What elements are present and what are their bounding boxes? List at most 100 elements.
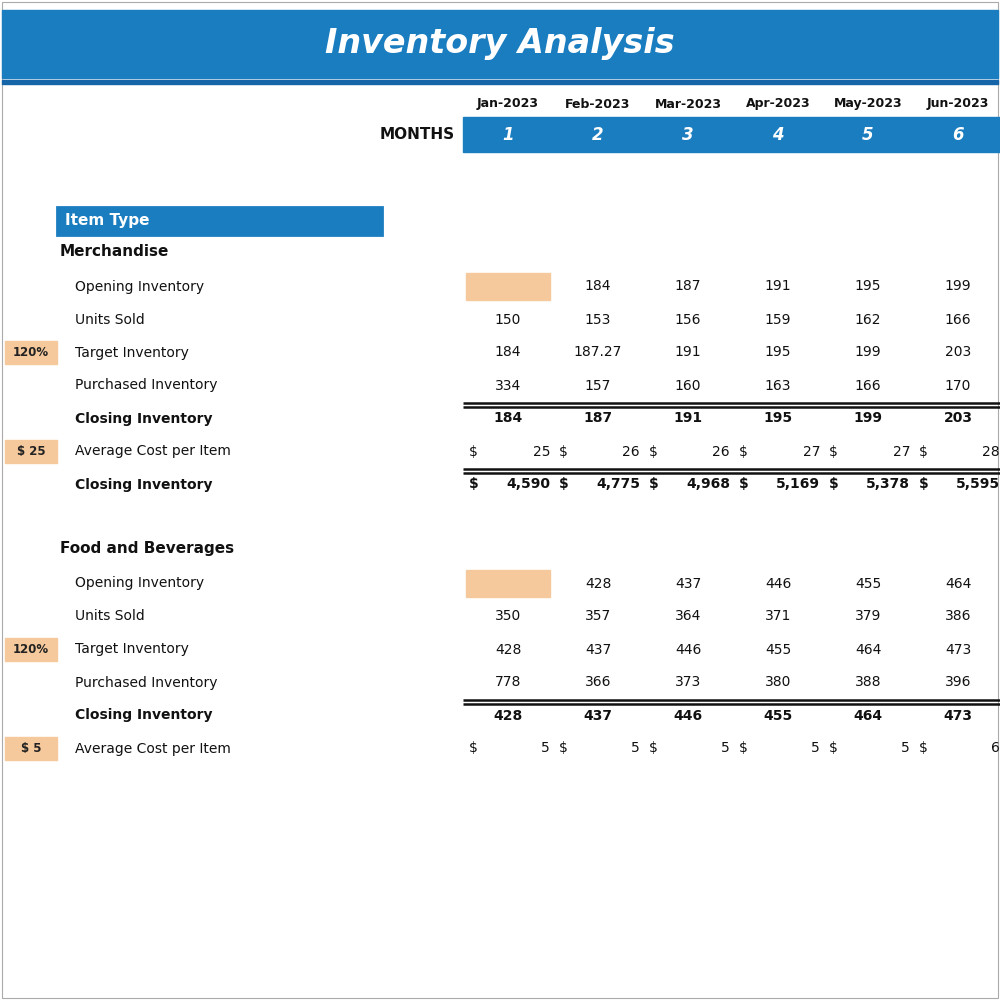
Text: 4,590: 4,590 [506, 478, 550, 491]
Bar [466, 570, 550, 597]
Text: Jan-2023: Jan-2023 [477, 98, 539, 110]
Text: 5: 5 [811, 742, 820, 756]
Text: 27: 27 [893, 444, 910, 458]
Text: Apr-2023: Apr-2023 [746, 98, 810, 110]
Text: $: $ [469, 444, 478, 458]
Text: Closing Inventory: Closing Inventory [75, 412, 212, 426]
Text: 2: 2 [592, 125, 604, 143]
Text: 26: 26 [622, 444, 640, 458]
Text: Units Sold: Units Sold [75, 609, 145, 624]
Text: 3: 3 [682, 125, 694, 143]
Text: 373: 373 [675, 676, 701, 690]
Text: 184: 184 [493, 412, 523, 426]
Text: Target Inventory: Target Inventory [75, 643, 189, 656]
Text: 428: 428 [585, 576, 611, 590]
Text: 380: 380 [765, 676, 791, 690]
Text: Purchased Inventory: Purchased Inventory [75, 378, 218, 392]
Text: 379: 379 [855, 609, 881, 624]
Text: 159: 159 [765, 312, 791, 326]
Text: 446: 446 [765, 576, 791, 590]
Text: $: $ [469, 478, 479, 491]
Text: 28: 28 [982, 444, 1000, 458]
Text: $: $ [469, 742, 478, 756]
Text: Units Sold: Units Sold [75, 312, 145, 326]
Text: 473: 473 [944, 708, 972, 722]
Text: Inventory Analysis: Inventory Analysis [325, 27, 675, 60]
Text: 195: 195 [855, 279, 881, 294]
Text: Average Cost per Item: Average Cost per Item [75, 444, 231, 458]
Text: 5: 5 [862, 125, 874, 143]
Text: 350: 350 [495, 609, 521, 624]
Bar [5, 737, 57, 760]
Text: Target Inventory: Target Inventory [75, 346, 189, 360]
Text: 5: 5 [541, 742, 550, 756]
Bar [2, 80, 998, 84]
Text: 150: 150 [495, 312, 521, 326]
Text: 5,169: 5,169 [776, 478, 820, 491]
Text: $: $ [649, 742, 658, 756]
Text: 191: 191 [765, 279, 791, 294]
Text: 199: 199 [855, 346, 881, 360]
Text: 386: 386 [945, 609, 971, 624]
Text: 120%: 120% [13, 346, 49, 359]
Text: $: $ [559, 444, 568, 458]
Text: 473: 473 [945, 643, 971, 656]
Text: 437: 437 [585, 643, 611, 656]
Text: 153: 153 [585, 312, 611, 326]
Text: 455: 455 [765, 643, 791, 656]
Text: $: $ [559, 478, 569, 491]
Text: 170: 170 [945, 378, 971, 392]
Bar [5, 341, 57, 364]
Text: Opening Inventory: Opening Inventory [75, 576, 204, 590]
Text: 388: 388 [855, 676, 881, 690]
Text: Closing Inventory: Closing Inventory [75, 708, 212, 722]
Text: 195: 195 [765, 346, 791, 360]
Text: 5: 5 [901, 742, 910, 756]
Text: 396: 396 [945, 676, 971, 690]
Text: 25: 25 [532, 444, 550, 458]
Text: 446: 446 [675, 643, 701, 656]
Text: 4: 4 [772, 125, 784, 143]
Text: 464: 464 [853, 708, 883, 722]
Text: 26: 26 [712, 444, 730, 458]
Text: 203: 203 [945, 346, 971, 360]
Text: $: $ [829, 444, 838, 458]
Text: $: $ [559, 742, 568, 756]
Text: Mar-2023: Mar-2023 [654, 98, 722, 110]
Text: 162: 162 [855, 312, 881, 326]
Bar [5, 638, 57, 661]
Text: 166: 166 [945, 312, 971, 326]
Text: Purchased Inventory: Purchased Inventory [75, 676, 218, 690]
Text: 120%: 120% [13, 643, 49, 656]
Text: 455: 455 [855, 576, 881, 590]
Text: 195: 195 [763, 412, 793, 426]
Text: 5: 5 [631, 742, 640, 756]
Text: 191: 191 [675, 346, 701, 360]
Text: 4,775: 4,775 [596, 478, 640, 491]
Text: 199: 199 [854, 412, 883, 426]
Text: $: $ [829, 478, 839, 491]
Text: $: $ [649, 478, 659, 491]
Text: 187.27: 187.27 [574, 346, 622, 360]
Text: 163: 163 [765, 378, 791, 392]
Bar [463, 117, 1000, 152]
Text: $: $ [919, 478, 929, 491]
Text: 6: 6 [952, 125, 964, 143]
Text: MONTHS: MONTHS [380, 127, 455, 142]
Text: 5,595: 5,595 [956, 478, 1000, 491]
Text: $: $ [919, 444, 928, 458]
Text: Feb-2023: Feb-2023 [565, 98, 631, 110]
Text: May-2023: May-2023 [834, 98, 902, 110]
Text: 366: 366 [585, 676, 611, 690]
Text: 428: 428 [495, 643, 521, 656]
Text: 364: 364 [675, 609, 701, 624]
Text: 5: 5 [721, 742, 730, 756]
Text: 166: 166 [855, 378, 881, 392]
Text: 184: 184 [495, 346, 521, 360]
Text: $: $ [739, 444, 748, 458]
Text: 334: 334 [495, 378, 521, 392]
Text: $: $ [739, 742, 748, 756]
Text: $: $ [649, 444, 658, 458]
Text: $ 5: $ 5 [21, 742, 41, 755]
Text: 455: 455 [763, 708, 793, 722]
